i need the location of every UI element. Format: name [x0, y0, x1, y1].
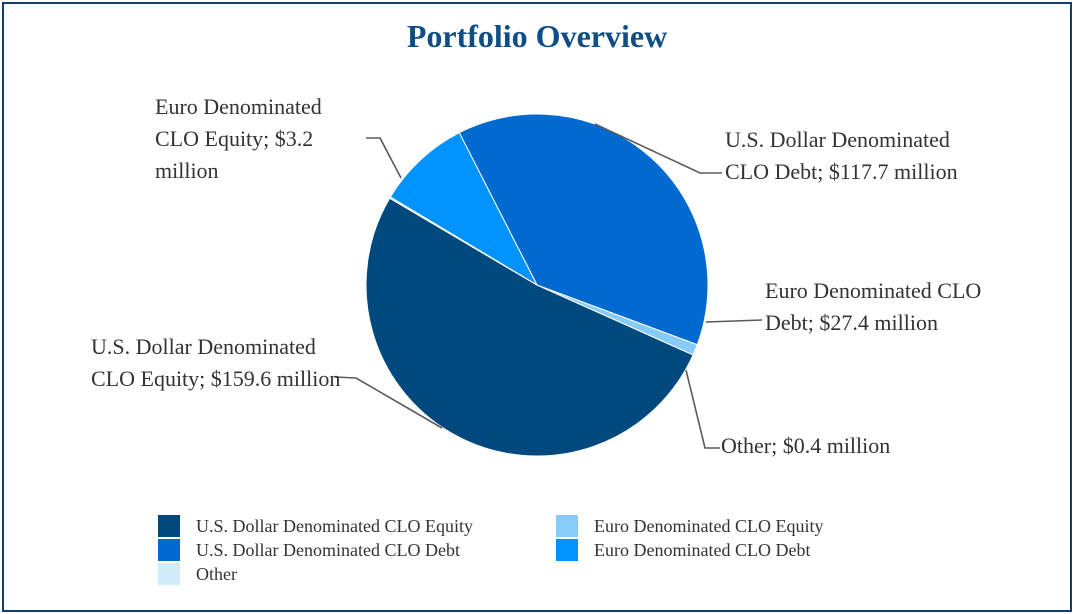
data-label-1: U.S. Dollar Denominated CLO Equity; $159… [91, 334, 341, 391]
legend-swatch [158, 515, 180, 537]
data-label-2: Euro Denominated CLO Equity; $3.2 millio… [155, 94, 322, 183]
legend-label: Other [196, 563, 237, 584]
legend-item-5: Other [158, 562, 237, 586]
legend-item-3: U.S. Dollar Denominated CLO Debt [158, 538, 460, 562]
leader-line-3 [594, 123, 722, 174]
chart-title: Portfolio Overview [406, 18, 668, 54]
legend-label: Euro Denominated CLO Debt [594, 539, 811, 560]
leader-line-1 [334, 376, 443, 429]
legend-item-2: Euro Denominated CLO Equity [556, 514, 823, 538]
leader-line-4 [705, 319, 763, 323]
legend-label: U.S. Dollar Denominated CLO Debt [196, 539, 460, 560]
legend-swatch [556, 515, 578, 537]
leader-line-2 [366, 137, 402, 179]
pie-slice-4 [389, 132, 539, 287]
legend-swatch [556, 539, 578, 561]
pie-slice-3 [458, 113, 709, 346]
data-label-3: U.S. Dollar Denominated CLO Debt; $117.7… [725, 127, 958, 184]
data-label-4: Euro Denominated CLO Debt; $27.4 million [765, 278, 982, 335]
leader-line-5 [685, 369, 720, 449]
legend-label: U.S. Dollar Denominated CLO Equity [196, 515, 473, 536]
legend-label: Euro Denominated CLO Equity [594, 515, 824, 536]
legend-item-4: Euro Denominated CLO Debt [556, 538, 810, 562]
pie-slice-1 [365, 197, 694, 457]
pie-slice-5 [388, 196, 538, 286]
legend-swatch [158, 563, 180, 585]
data-label-5: Other; $0.4 million [721, 433, 891, 458]
legend-item-1: U.S. Dollar Denominated CLO Equity [158, 514, 473, 538]
legend-swatch [158, 539, 180, 561]
